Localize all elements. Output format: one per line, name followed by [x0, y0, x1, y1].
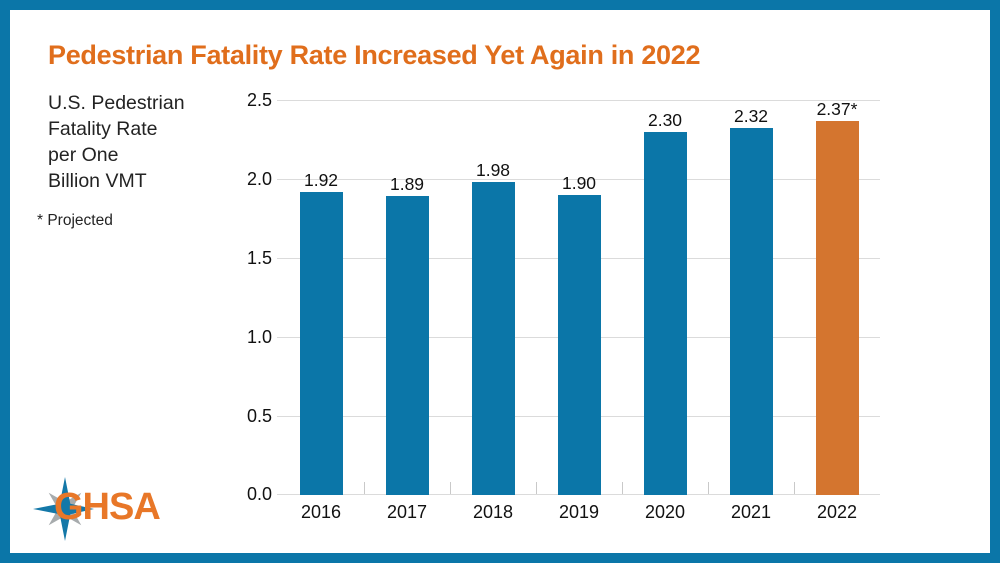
ghsa-logo-text: GHSA	[54, 486, 161, 528]
bar-value-label: 2.32	[733, 106, 769, 126]
x-axis-boundary-tick	[622, 482, 623, 494]
x-axis-boundary-tick	[450, 482, 451, 494]
compass-star-icon	[33, 477, 94, 541]
y-tick-label: 1.5	[246, 248, 272, 268]
x-tick-label: 2017	[386, 502, 428, 522]
x-axis-boundary-tick	[794, 482, 795, 494]
x-tick-label: 2021	[730, 502, 772, 522]
x-tick-label: 2016	[300, 502, 342, 522]
x-tick-label: 2022	[816, 502, 858, 522]
ghsa-logo: GHSA	[28, 470, 178, 550]
y-axis-labels: 0.0 0.5 1.0 1.5 2.0 2.5	[180, 90, 272, 504]
y-axis-title-line: Billion VMT	[48, 170, 147, 192]
x-axis-labels: 2016 2017 2018 2019 2020 2021 2022	[277, 502, 880, 524]
bar-2018	[471, 182, 515, 495]
y-axis-title-line: Fatality Rate	[48, 118, 158, 140]
bar-2022	[815, 121, 859, 495]
bar-value-label: 1.89	[389, 174, 425, 194]
y-axis-title-line: per One	[48, 144, 119, 166]
y-tick-label: 1.0	[246, 327, 272, 347]
x-tick-label: 2018	[472, 502, 514, 522]
bar-value-label: 2.37*	[816, 99, 858, 119]
y-tick-label: 0.5	[246, 406, 272, 426]
bar-value-label: 1.90	[561, 173, 597, 193]
y-axis-title: U.S. Pedestrian Fatality Rate per One Bi…	[48, 90, 185, 194]
y-tick-label: 0.0	[246, 484, 272, 504]
bar-2020	[643, 132, 687, 495]
bar-value-label: 2.30	[647, 110, 683, 130]
projected-footnote: * Projected	[37, 212, 113, 229]
y-tick-label: 2.5	[246, 90, 272, 110]
gridline	[277, 100, 880, 101]
bar-2019	[557, 195, 601, 495]
gridline	[277, 179, 880, 180]
x-tick-label: 2020	[644, 502, 686, 522]
bar-2016	[299, 192, 343, 495]
compass-cardinal-points	[33, 477, 94, 541]
bar-2017	[385, 196, 429, 495]
y-tick-label: 2.0	[246, 169, 272, 189]
x-axis-boundary-tick	[708, 482, 709, 494]
plot-area: 1.92 1.89 1.98 1.90 2.30 2.32 2.37*	[277, 99, 880, 495]
chart-title: Pedestrian Fatality Rate Increased Yet A…	[48, 40, 701, 70]
y-axis-title-line: U.S. Pedestrian	[48, 92, 185, 114]
bar-value-label: 1.92	[303, 170, 339, 190]
x-axis-boundary-tick	[364, 482, 365, 494]
bar-2021	[729, 128, 773, 495]
x-tick-label: 2019	[558, 502, 600, 522]
x-axis-boundary-tick	[536, 482, 537, 494]
bar-value-label: 1.98	[475, 160, 511, 180]
